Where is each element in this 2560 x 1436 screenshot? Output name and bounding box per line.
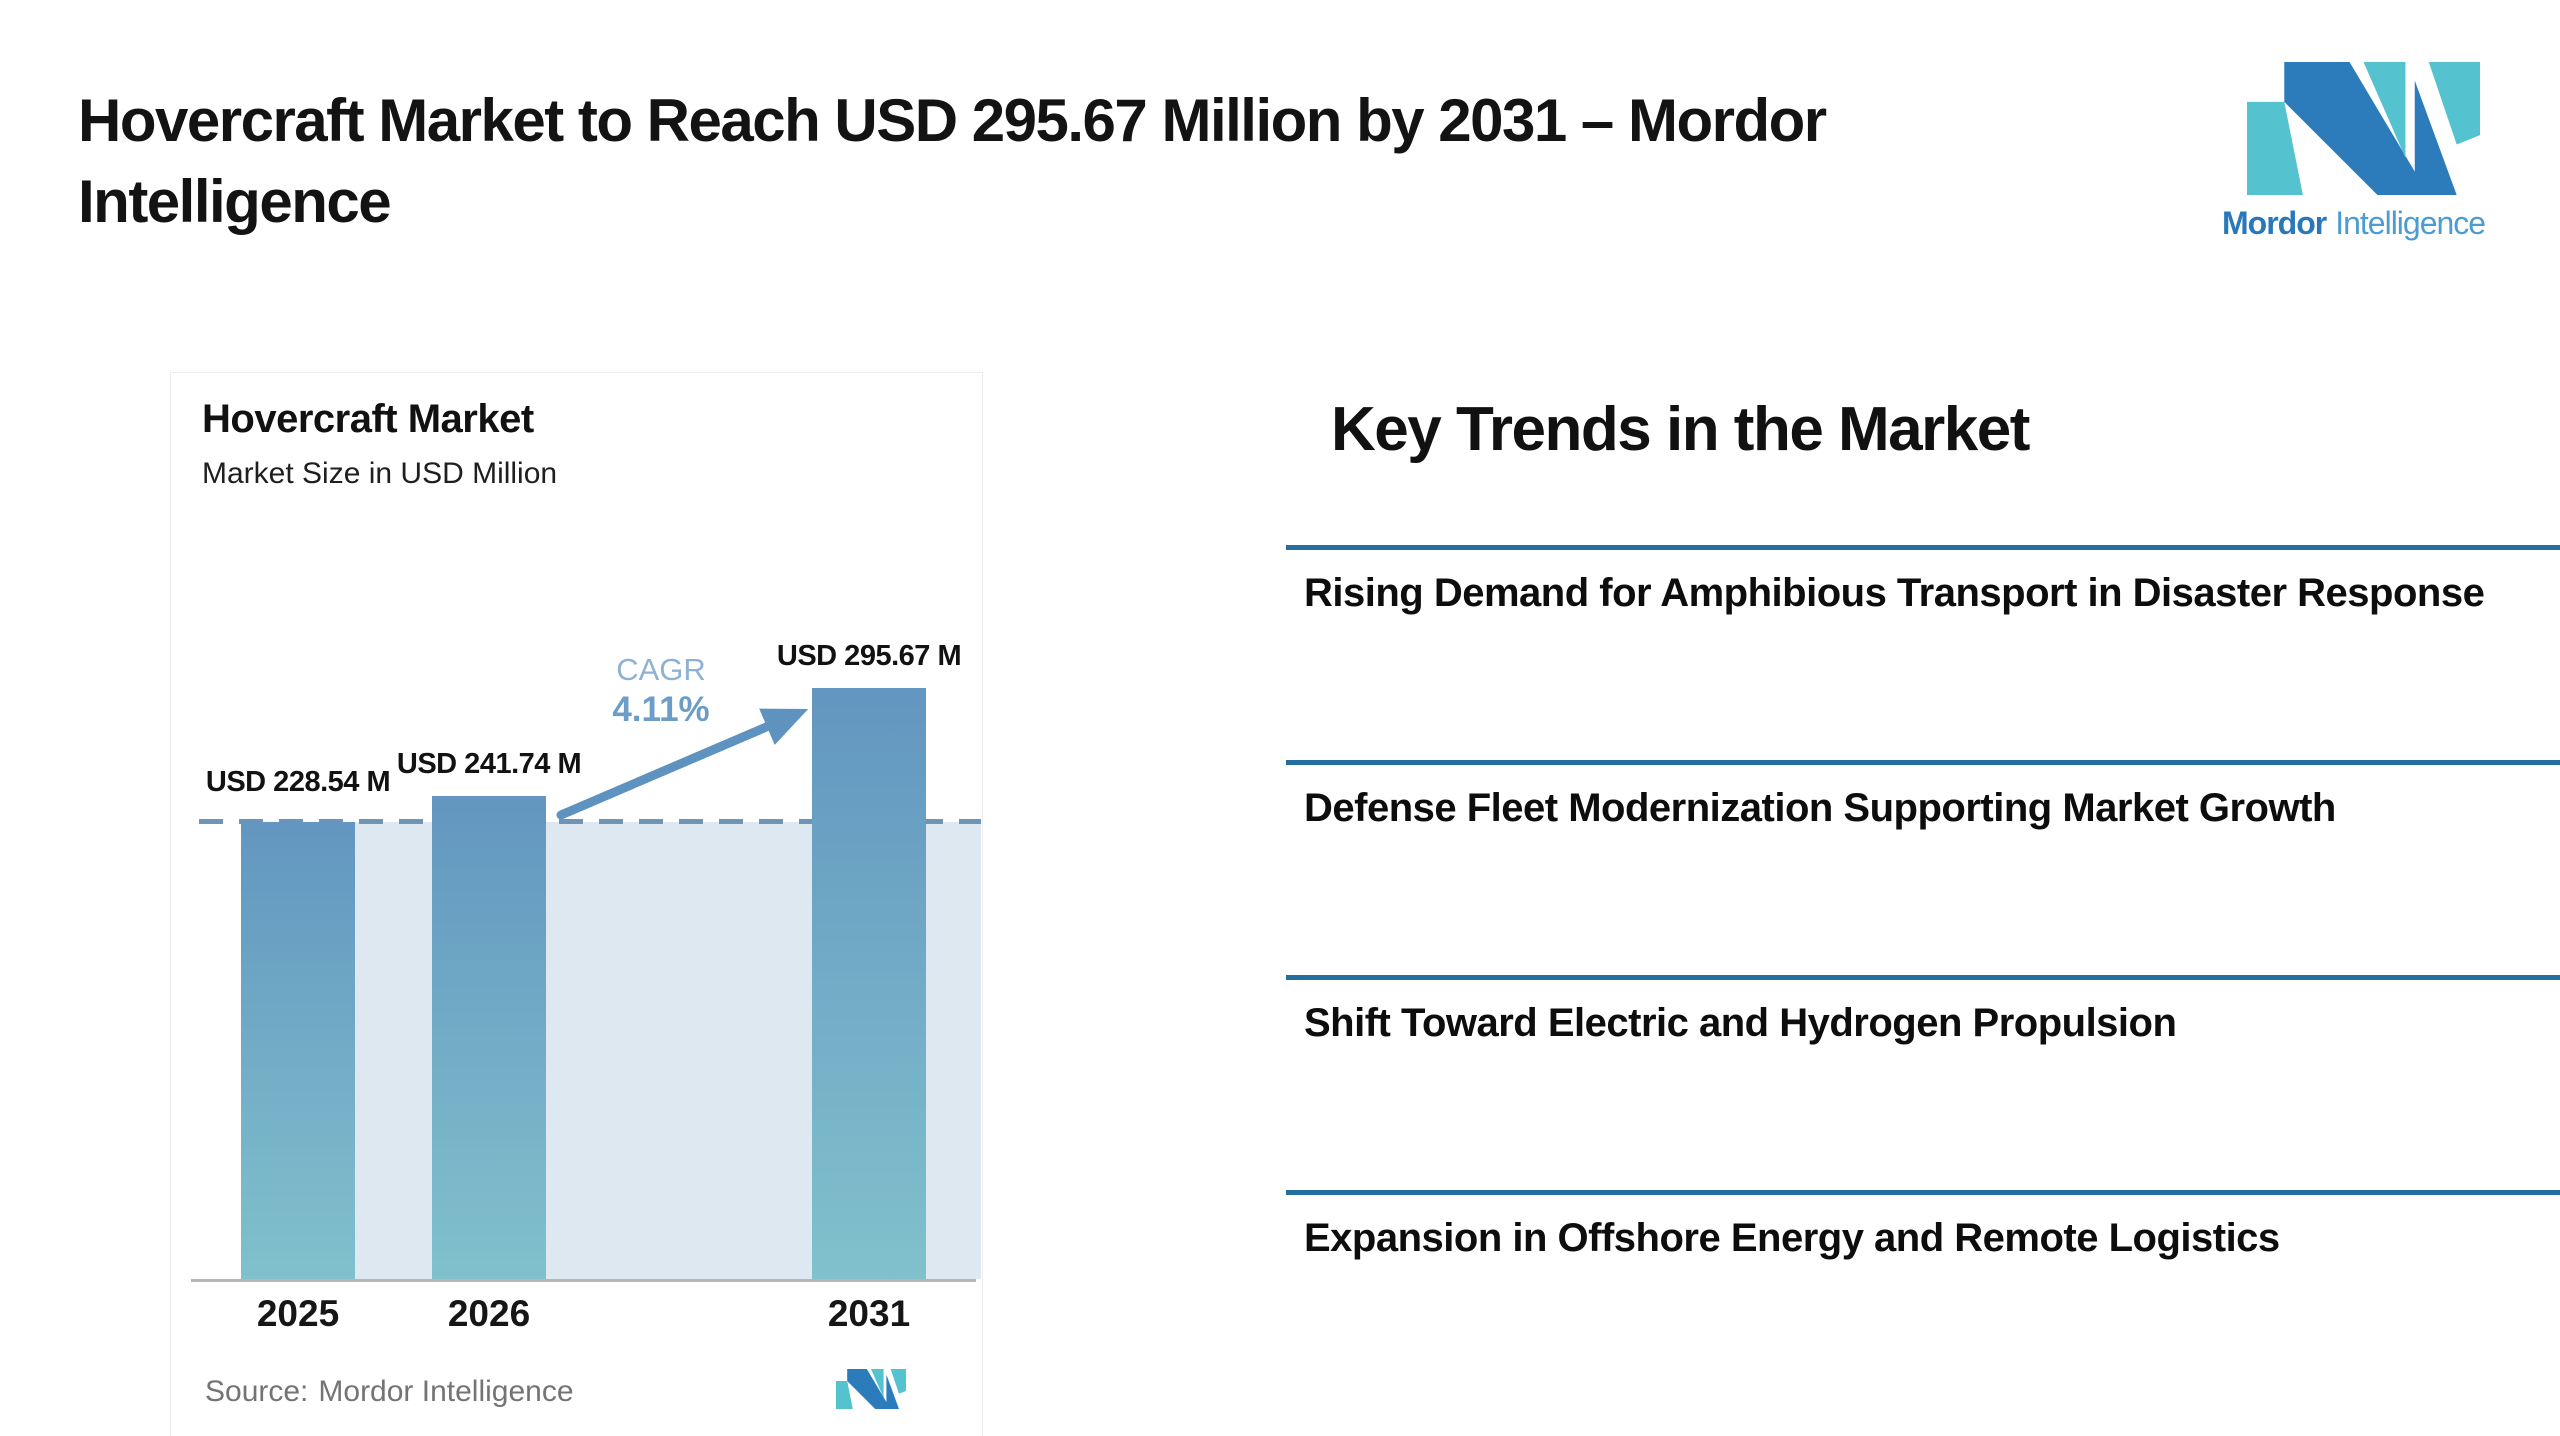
bar-chart-plot: CAGR 4.11% USD 228.54 M 2025 USD 241.74 M 2… [171,373,984,1334]
bar-value-label: USD 295.67 M [776,640,962,672]
trend-item: Rising Demand for Amphibious Transport i… [1286,545,2560,760]
forecast-fill-region [546,822,812,1279]
chart-subtitle: Market Size in USD Million [202,457,558,490]
trend-item: Shift Toward Electric and Hydrogen Propu… [1286,975,2560,1190]
bar-value-label: USD 241.74 M [396,748,582,780]
trend-list: Rising Demand for Amphibious Transport i… [1286,545,2560,1405]
mordor-logo-mini-icon [836,1369,906,1409]
cagr-arrow-icon [556,708,809,820]
dashed-reference-line [199,819,981,824]
brand-logo: Mordor Intelligence [2210,20,2555,310]
trend-item: Defense Fleet Modernization Supporting M… [1286,760,2560,975]
source-label: Source: [205,1375,309,1408]
axis-tick-label: 2031 [827,1293,911,1334]
chart-title: Hovercraft Market [202,397,534,441]
page-title: Hovercraft Market to Reach USD 295.67 Mi… [78,87,1827,235]
bar-2025 [241,822,355,1279]
brand-name-bold: Mordor [2222,205,2327,241]
forecast-fill-region [926,822,981,1279]
axis-tick-label: 2025 [256,1293,340,1334]
trends-heading: Key Trends in the Market [1331,395,2030,464]
cagr-annotation: CAGR 4.11% [591,652,731,730]
forecast-fill-region [355,822,432,1279]
trend-item-label: Defense Fleet Modernization Supporting M… [1304,786,2336,830]
trend-item-label: Shift Toward Electric and Hydrogen Propu… [1304,1001,2177,1045]
bar-2031 [812,688,926,1279]
source-attribution: Source: Mordor Intelligence [205,1375,574,1409]
market-chart-card: Hovercraft Market Market Size in USD Mil… [170,372,983,1436]
trend-item-label: Rising Demand for Amphibious Transport i… [1304,571,2485,615]
axis-tick-label: 2026 [447,1293,531,1334]
brand-wordmark: Mordor Intelligence [2222,205,2552,242]
source-value: Mordor Intelligence [318,1375,574,1408]
bar-2026 [432,796,546,1279]
brand-name-light: Intelligence [2335,205,2486,241]
cagr-value: 4.11% [612,690,710,729]
mordor-intelligence-logo-icon [2247,62,2480,195]
trend-item-label: Expansion in Offshore Energy and Remote … [1304,1216,2280,1260]
trend-item: Expansion in Offshore Energy and Remote … [1286,1190,2560,1405]
x-axis-line [191,1279,976,1282]
bar-value-label: USD 228.54 M [205,766,391,798]
cagr-label: CAGR [616,652,706,687]
